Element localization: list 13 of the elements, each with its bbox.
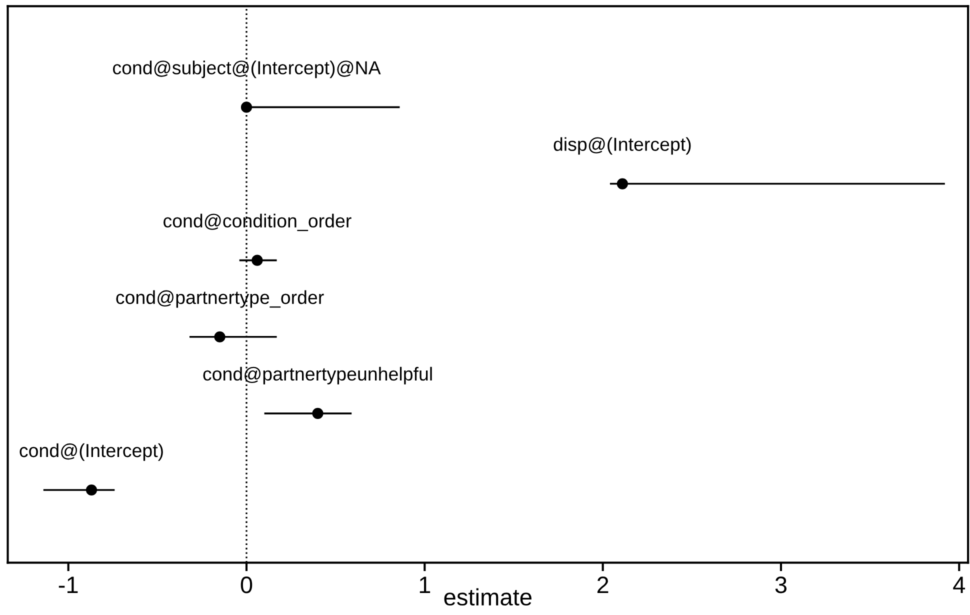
y-tick-label: cond@subject@(Intercept)@NA bbox=[112, 60, 381, 78]
x-axis-title: estimate bbox=[444, 588, 532, 606]
x-tick-label: 4 bbox=[953, 576, 966, 594]
y-tick-label: cond@(Intercept) bbox=[20, 443, 163, 461]
x-tick-label: 2 bbox=[597, 576, 608, 594]
y-tick-label: cond@partnertype_order bbox=[116, 290, 324, 308]
y-tick-label: cond@partnertypeunhelpful bbox=[203, 366, 432, 384]
y-tick-label: disp@(Intercept) bbox=[554, 137, 691, 155]
x-tick-label: 3 bbox=[775, 576, 787, 594]
x-tick-label: 0 bbox=[240, 576, 252, 594]
y-tick-label: cond@condition_order bbox=[164, 214, 352, 232]
x-tick-label: -1 bbox=[58, 576, 78, 594]
x-tick-label: 1 bbox=[420, 576, 430, 594]
